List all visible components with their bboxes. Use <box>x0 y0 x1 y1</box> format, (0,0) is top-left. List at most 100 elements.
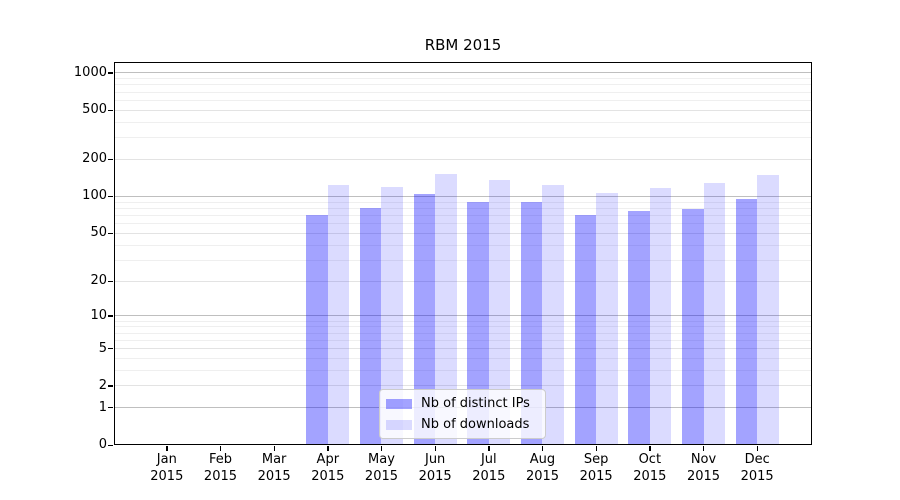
gridline-7 <box>114 332 812 334</box>
y-tick-mark-1 <box>108 407 113 409</box>
y-tick-mark-200 <box>108 158 113 161</box>
x-tick-label-nov: Nov 2015 <box>686 452 721 484</box>
x-tick-label-jul: Jul 2015 <box>472 452 506 484</box>
y-tick-mark-5 <box>108 348 113 350</box>
x-tick-mark-may <box>380 446 383 451</box>
x-tick-mark-aug <box>541 446 544 451</box>
gridline-400 <box>114 121 812 123</box>
bar-downloads-jun <box>435 174 457 445</box>
gridline-100 <box>114 195 812 197</box>
y-tick-mark-1000 <box>108 72 113 74</box>
gridline-40 <box>114 244 812 246</box>
y-tick-label-1000: 1000 <box>73 64 107 80</box>
bar-downloads-nov <box>703 182 725 445</box>
y-tick-label-5: 5 <box>98 340 107 356</box>
bar-downloads-dec <box>757 175 779 445</box>
gridline-70 <box>114 214 812 216</box>
bar-downloads-aug <box>542 184 564 445</box>
chart-title: RBM 2015 <box>424 36 502 54</box>
gridline-30 <box>114 259 812 261</box>
y-tick-label-50: 50 <box>90 225 107 241</box>
x-tick-label-aug: Aug 2015 <box>525 452 560 484</box>
gridline-6 <box>114 339 812 341</box>
y-tick-label-100: 100 <box>82 188 107 204</box>
bar-distinct-ips-jul <box>467 202 489 445</box>
y-tick-label-2: 2 <box>98 377 107 393</box>
x-tick-mark-jun <box>434 446 436 451</box>
bar-distinct-ips-sep <box>574 214 597 445</box>
gridline-700 <box>114 91 812 93</box>
gridline-10 <box>114 315 812 317</box>
bar-downloads-oct <box>649 188 672 445</box>
gridline-20 <box>114 280 812 282</box>
y-tick-mark-10 <box>108 315 113 317</box>
legend-item-downloads: Nb of downloads <box>386 417 537 432</box>
x-tick-label-mar: Mar 2015 <box>257 452 291 484</box>
y-tick-label-20: 20 <box>90 273 107 289</box>
gridline-5 <box>114 348 812 349</box>
bar-downloads-apr <box>327 184 350 445</box>
y-tick-mark-500 <box>108 109 113 112</box>
bar-downloads-may <box>381 186 403 445</box>
gridline-90 <box>114 201 812 203</box>
y-tick-mark-2 <box>108 385 113 387</box>
bar-distinct-ips-apr <box>306 215 328 445</box>
x-tick-mark-sep <box>595 446 597 451</box>
y-tick-label-200: 200 <box>82 151 107 167</box>
x-tick-mark-jul <box>488 446 490 451</box>
y-tick-label-10: 10 <box>90 307 107 323</box>
y-tick-mark-20 <box>108 280 113 282</box>
gridline-50 <box>114 232 812 234</box>
x-tick-mark-dec <box>756 446 758 451</box>
gridline-900 <box>114 78 812 80</box>
gridline-3 <box>114 369 812 371</box>
bar-distinct-ips-oct <box>628 211 650 445</box>
gridline-8 <box>114 326 812 328</box>
bar-distinct-ips-may <box>359 207 382 445</box>
y-tick-label-0: 0 <box>98 437 107 452</box>
x-tick-label-oct: Oct 2015 <box>633 452 667 484</box>
gridline-4 <box>114 357 812 359</box>
x-tick-label-sep: Sep 2015 <box>579 452 613 484</box>
legend-item-distinct-ips: Nb of distinct IPs <box>386 396 537 411</box>
x-tick-mark-oct <box>649 446 651 451</box>
y-tick-label-1: 1 <box>98 399 107 415</box>
bar-distinct-ips-aug <box>520 202 543 445</box>
gridline-300 <box>114 137 812 139</box>
plot-area <box>114 62 812 445</box>
legend-swatch-distinct-ips <box>386 398 412 409</box>
gridline-9 <box>114 320 812 322</box>
x-tick-label-feb: Feb 2015 <box>203 452 238 484</box>
y-tick-label-500: 500 <box>82 102 107 118</box>
x-tick-label-apr: Apr 2015 <box>311 452 345 484</box>
gridline-500 <box>114 109 812 111</box>
gridline-1000 <box>114 72 812 74</box>
gridline-200 <box>114 158 812 160</box>
legend-swatch-downloads <box>386 419 412 430</box>
x-tick-label-jun: Jun 2015 <box>418 452 452 484</box>
y-tick-mark-0 <box>108 444 113 446</box>
gridline-60 <box>114 223 812 225</box>
x-tick-mark-nov <box>703 446 705 451</box>
x-tick-label-jan: Jan 2015 <box>150 452 184 484</box>
x-tick-mark-apr <box>327 446 329 451</box>
gridline-2 <box>114 385 812 387</box>
bar-distinct-ips-jun <box>413 193 436 445</box>
gridline-80 <box>114 207 812 209</box>
gridline-800 <box>114 84 812 86</box>
x-tick-mark-jan <box>166 446 168 451</box>
x-tick-label-may: May 2015 <box>364 452 399 484</box>
legend: Nb of distinct IPs Nb of downloads <box>379 389 546 439</box>
x-tick-mark-mar <box>273 446 275 451</box>
x-tick-label-dec: Dec 2015 <box>740 452 774 484</box>
bar-distinct-ips-nov <box>682 209 704 445</box>
bar-distinct-ips-dec <box>735 199 758 445</box>
legend-label-distinct-ips: Nb of distinct IPs <box>421 396 530 411</box>
x-tick-mark-feb <box>219 446 222 451</box>
bar-downloads-sep <box>596 192 618 445</box>
legend-label-downloads: Nb of downloads <box>421 417 530 432</box>
y-tick-mark-100 <box>108 195 113 198</box>
y-tick-mark-50 <box>108 232 113 235</box>
gridline-600 <box>114 99 812 101</box>
